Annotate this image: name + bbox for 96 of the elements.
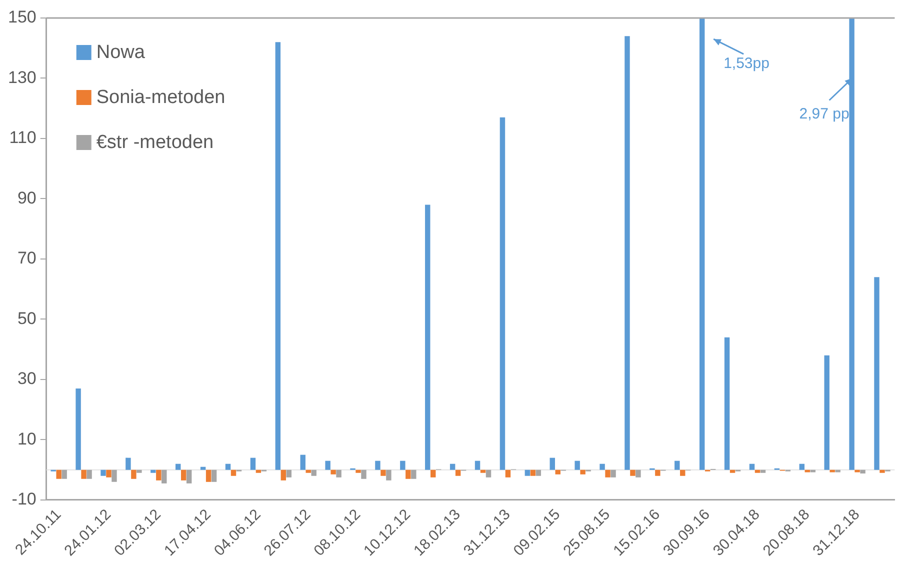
bar [375,460,380,470]
bar [749,464,755,470]
bar [225,464,231,470]
bar [300,454,306,470]
y-tick-label: 30 [17,369,36,388]
y-tick-label: 150 [8,8,36,27]
y-tick-label: 50 [17,308,36,328]
bar [580,470,586,474]
bar [530,470,536,476]
bar [425,204,430,470]
bar [400,460,406,470]
bar [126,458,131,470]
bar [356,470,361,473]
bar [380,470,386,476]
legend-label: Nowa [96,42,146,64]
bar [824,355,830,470]
bar [830,470,835,472]
y-tick-label: 130 [8,68,36,87]
bar [760,470,766,473]
bar [286,470,292,478]
bar [200,466,206,470]
bar [655,470,660,476]
bar [480,470,486,473]
bar [256,470,262,473]
bar [505,470,511,478]
bar [250,458,256,470]
bar [500,117,506,470]
bar [536,470,542,476]
bar [112,470,117,482]
bar [361,470,366,479]
y-tick-label: -10 [12,490,36,509]
bar [810,470,816,472]
bar [680,470,686,476]
bar [624,36,630,470]
bar [880,470,885,473]
bar [674,460,680,470]
y-tick-label: 10 [17,429,36,448]
bar [550,458,555,470]
annotation: 1,53pp [724,55,770,72]
y-tick-label: 110 [9,128,36,148]
bar [555,470,560,474]
bar [230,470,236,476]
legend-label: Sonia-metoden [96,87,226,108]
bar [136,470,142,473]
bar [81,470,86,479]
bar [180,470,186,480]
bar [874,277,880,470]
bar [275,42,281,470]
bar [455,470,461,476]
bar [699,18,705,470]
bar [386,470,392,480]
bar [524,470,530,476]
bar [211,470,217,482]
bar [62,470,67,479]
bar [754,470,760,473]
bar [206,470,212,482]
bar [600,464,605,470]
annotation: 2,97 pp [799,105,850,122]
bar [56,470,62,479]
bar [325,460,330,470]
bar [835,470,840,472]
y-tick-label: 90 [17,188,36,208]
bar [610,470,616,478]
bar [804,470,810,472]
y-tick-label: 70 [17,248,36,268]
bar [150,470,156,473]
bar [86,470,92,479]
bar [406,470,411,479]
bar [186,470,192,484]
bar [176,464,181,470]
bar [636,470,641,478]
bar [411,470,416,479]
bar [450,464,456,470]
bar [280,470,286,480]
bar [106,470,112,478]
bar [730,470,736,473]
bar [430,470,436,478]
bar [854,470,860,472]
bar [156,470,162,480]
bar [311,470,316,476]
bar [336,470,342,478]
bar [474,460,480,470]
bar [162,470,167,484]
bar [131,470,136,479]
bar [486,470,492,478]
bar [100,470,106,476]
legend-label: €str -metoden [96,132,214,154]
bar [76,388,81,470]
bar [306,470,311,473]
bar [330,470,336,474]
bar [724,337,730,470]
bar [630,470,636,476]
bar [574,460,580,470]
bar [799,464,805,470]
bar [860,470,866,474]
bar [605,470,610,478]
